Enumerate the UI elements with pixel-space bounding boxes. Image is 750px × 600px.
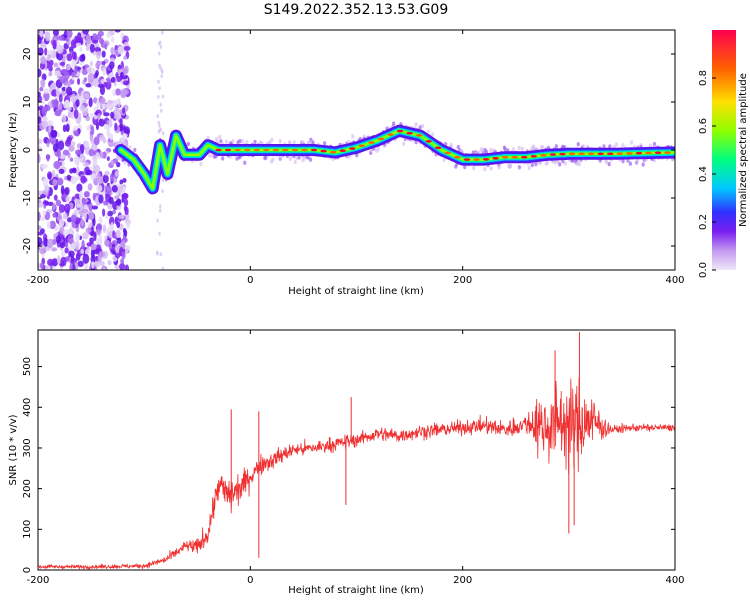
snr-panel: -200 0 200 400 0 100 200 300 400 500 Height of s… [8, 329, 685, 596]
ridge-peak [626, 152, 633, 155]
colorbar-label: Normalized spectral amplitude [738, 73, 749, 227]
y-tick-label: -10 [22, 190, 33, 206]
spectrogram-x-ticks: -200 0 200 400 [27, 30, 685, 286]
x-tick-label: 0 [247, 275, 253, 286]
ridge-peak [396, 129, 404, 133]
ridge-peak [559, 152, 566, 156]
ridge-peak [310, 148, 318, 152]
ridge-peak [540, 153, 547, 157]
ridge-peak [339, 149, 346, 153]
snr-y-label: SNR (10 * v/v) [8, 414, 19, 485]
ridge-peak [301, 148, 308, 152]
snr-spikes [230, 332, 580, 558]
spectrogram-x-label: Height of straight line (km) [288, 286, 424, 297]
colorbar: 0.0 0.2 0.4 0.6 0.8 Normalized spectral ampl… [698, 30, 749, 278]
ridge-peak [444, 151, 452, 155]
ridge-peak [272, 148, 280, 152]
y-tick-label: 500 [22, 357, 33, 376]
y-tick-label: -20 [22, 238, 33, 254]
ridge-peak [473, 158, 480, 161]
ridge-band-0 [114, 124, 675, 195]
snr-x-label: Height of straight line (km) [288, 585, 424, 596]
x-tick-label: -200 [27, 575, 50, 586]
ridge-peak [263, 148, 270, 152]
ridge-peak [607, 152, 614, 156]
colorbar-tick-label: 0.4 [698, 166, 709, 182]
y-tick-label: 300 [22, 438, 33, 457]
spectrogram-panel: -200 0 200 400 -20 -10 0 10 20 Height of straig… [8, 29, 685, 297]
colorbar-tick-label: 0.6 [698, 118, 709, 134]
y-tick-label: 400 [22, 398, 33, 417]
ridge-peak [291, 148, 299, 152]
x-tick-label: 200 [453, 275, 472, 286]
ridge-peak [492, 156, 499, 160]
x-tick-label: 400 [665, 275, 684, 286]
colorbar-tick-label: 0.8 [698, 70, 709, 86]
ridge-peak [501, 155, 509, 159]
ridge-peak [215, 148, 222, 152]
ridge-peak [654, 151, 662, 155]
ridge-peak [635, 151, 643, 155]
ridge-peak [645, 151, 652, 155]
ridge-peak [224, 148, 232, 152]
ridge-peak [282, 148, 289, 152]
ridge-peak [253, 148, 260, 152]
ridge-peak [597, 152, 604, 156]
colorbar-tick-label: 0.0 [698, 262, 709, 278]
x-tick-label: 0 [247, 575, 253, 586]
ridge-peak [578, 152, 585, 156]
ridge-peak [349, 147, 356, 150]
x-tick-label: 200 [453, 575, 472, 586]
y-tick-label: 20 [22, 48, 33, 61]
snr-frame [37, 329, 676, 571]
ridge-peak [521, 155, 528, 159]
y-tick-label: 0 [22, 147, 33, 153]
colorbar-ticks: 0.0 0.2 0.4 0.6 0.8 [698, 70, 716, 278]
ridge-peak [425, 140, 432, 143]
y-tick-label: 200 [22, 479, 33, 498]
ridge-peak [511, 155, 518, 159]
colorbar-tick-label: 0.2 [698, 214, 709, 230]
y-tick-label: 100 [22, 520, 33, 539]
ridge-peak [320, 149, 327, 153]
ridge-peak [415, 134, 423, 137]
ridge-peak [454, 155, 461, 159]
x-tick-label: 400 [665, 575, 684, 586]
ridge-peak [377, 137, 385, 141]
ridge-peak [616, 152, 623, 155]
ridge-peak [463, 158, 471, 161]
snr-x-ticks: -200 0 200 400 [27, 330, 685, 586]
y-tick-label: 10 [22, 96, 33, 109]
spectrogram-y-ticks: -20 -10 0 10 20 [22, 48, 675, 254]
ridge-peak [482, 158, 490, 161]
y-tick-label: 0 [22, 567, 33, 573]
ridge-peak [387, 133, 394, 136]
ridge-peak [234, 148, 241, 152]
spectrogram-marks [38, 30, 675, 270]
ridge-peak [549, 153, 557, 156]
ridge-peak [530, 155, 537, 158]
ridge-peak [568, 152, 576, 156]
ridge-peak [243, 148, 251, 152]
x-tick-label: -200 [27, 275, 50, 286]
figure-title: S149.2022.352.13.53.G09 [264, 2, 449, 18]
ridge-peak [406, 131, 413, 135]
spectrogram-y-label: Frequency (Hz) [8, 112, 19, 188]
ridge-peak [664, 151, 671, 154]
ridge-peak [358, 144, 366, 148]
ridge-peak [587, 152, 595, 156]
ridge-peak [368, 141, 375, 144]
ridge-peak [329, 150, 337, 154]
colorbar-gradient [712, 30, 736, 270]
ridge-peak [435, 146, 442, 150]
snr-y-ticks: 0 100 200 300 400 500 [22, 357, 675, 573]
